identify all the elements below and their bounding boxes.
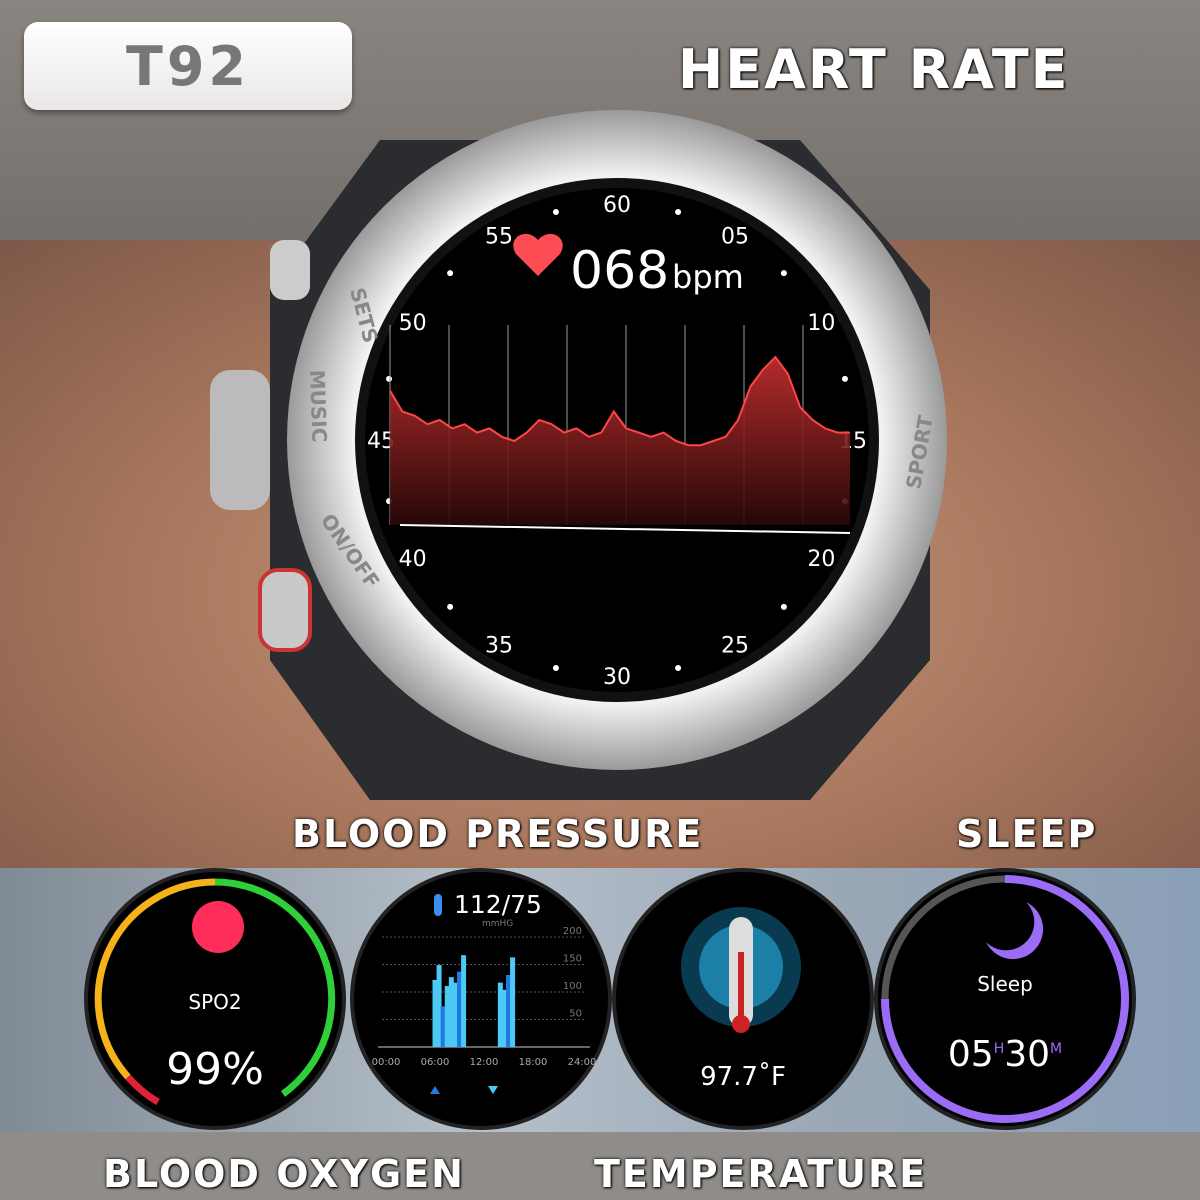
bp-bar — [436, 965, 442, 1047]
dial-tick-label: 35 — [485, 633, 513, 658]
dial-tick-dot — [780, 270, 787, 277]
dial-tick-dot — [841, 375, 848, 382]
blood-pressure-heading: BLOOD PRESSURE — [292, 812, 704, 856]
dial-tick-label: 55 — [485, 225, 513, 250]
blood-oxygen-heading: BLOOD OXYGEN — [103, 1152, 465, 1196]
dial-tick-dot — [552, 209, 559, 216]
dial-tick-label: 25 — [721, 633, 749, 658]
sleep-dial: Sleep 05H30M — [874, 868, 1136, 1130]
temperature-heading: TEMPERATURE — [594, 1152, 928, 1196]
blood-drop-icon — [192, 901, 244, 953]
sleep-minutes: 30 — [1004, 1034, 1051, 1075]
down-arrow-icon — [488, 1086, 498, 1094]
minutes-unit: M — [1050, 1041, 1063, 1057]
sleep-label: Sleep — [977, 972, 1033, 996]
dial-tick-dot — [552, 664, 559, 671]
temperature-dial: 97.7˚F — [612, 868, 874, 1130]
sleep-hours: 05 — [947, 1034, 994, 1075]
moon-icon — [986, 902, 1044, 960]
dial-tick-dot — [386, 375, 393, 382]
spo2-dial: SPO2 99% — [84, 868, 346, 1130]
heart-icon — [513, 233, 563, 276]
blood-pressure-dial: 200 150 100 50 00:00 06:00 12:00 18:00 24:00 112… — [350, 868, 612, 1130]
dial-tick-dot — [447, 270, 454, 277]
bp-bar — [501, 989, 507, 1047]
bezel-music-label: MUSIC — [305, 369, 332, 442]
bp-x-tick: 06:00 — [421, 1057, 450, 1068]
dial-tick-label: 60 — [603, 193, 631, 218]
dial-tick-dot — [447, 603, 454, 610]
bp-bar — [444, 985, 450, 1047]
temperature-value: 97.7˚F — [700, 1062, 786, 1092]
crown-button — [210, 370, 270, 510]
sets-button — [270, 240, 310, 300]
bp-y-tick: 100 — [563, 981, 582, 992]
cuff-icon — [434, 894, 442, 916]
heart-rate-unit: bpm — [672, 258, 744, 296]
bp-bar — [510, 957, 516, 1047]
bp-bar — [448, 977, 454, 1047]
heart-rate-value: 068 — [570, 241, 669, 301]
bp-x-tick: 18:00 — [519, 1057, 548, 1068]
sleep-duration: 05H30M — [878, 1034, 1132, 1075]
bp-bar — [461, 955, 467, 1047]
bp-bar — [432, 979, 438, 1047]
bp-bar — [457, 971, 462, 1047]
bp-bar — [440, 1006, 446, 1047]
bp-y-tick: 50 — [569, 1009, 582, 1020]
dial-tick-label: 05 — [721, 225, 749, 250]
dial-tick-label: 40 — [399, 547, 427, 572]
spo2-value: 99% — [166, 1044, 264, 1095]
spo2-label: SPO2 — [188, 990, 242, 1014]
dial-tick-label: 50 — [399, 311, 427, 336]
bp-bar — [452, 982, 458, 1047]
bp-bar — [506, 974, 511, 1047]
hours-unit: H — [993, 1041, 1005, 1057]
bp-x-tick: 24:00 — [568, 1057, 597, 1068]
sleep-heading: SLEEP — [956, 812, 1098, 856]
up-arrow-icon — [430, 1086, 440, 1094]
dial-tick-dot — [675, 664, 682, 671]
bp-y-tick: 150 — [563, 954, 582, 965]
bp-x-tick: 00:00 — [372, 1057, 401, 1068]
dial-tick-label: 10 — [807, 311, 835, 336]
baseline — [399, 524, 851, 534]
bp-x-tick: 12:00 — [470, 1057, 499, 1068]
bp-bar — [497, 982, 503, 1047]
bp-y-tick: 200 — [563, 926, 582, 937]
bp-unit: mmHG — [482, 919, 514, 929]
model-badge: T92 — [24, 22, 352, 110]
bottom-strip — [0, 1132, 1200, 1200]
dial-tick-dot — [675, 209, 682, 216]
dial-tick-dot — [780, 603, 787, 610]
heart-rate-area — [390, 357, 850, 525]
onoff-button — [258, 568, 312, 652]
bp-value: 112/75 — [454, 890, 542, 919]
dial-tick-label: 20 — [807, 547, 835, 572]
heart-rate-heading: HEART RATE — [678, 38, 1070, 101]
sleep-progress-arc — [881, 875, 1129, 1123]
dial-tick-label: 30 — [603, 665, 631, 690]
heart-rate-trace — [389, 355, 850, 447]
